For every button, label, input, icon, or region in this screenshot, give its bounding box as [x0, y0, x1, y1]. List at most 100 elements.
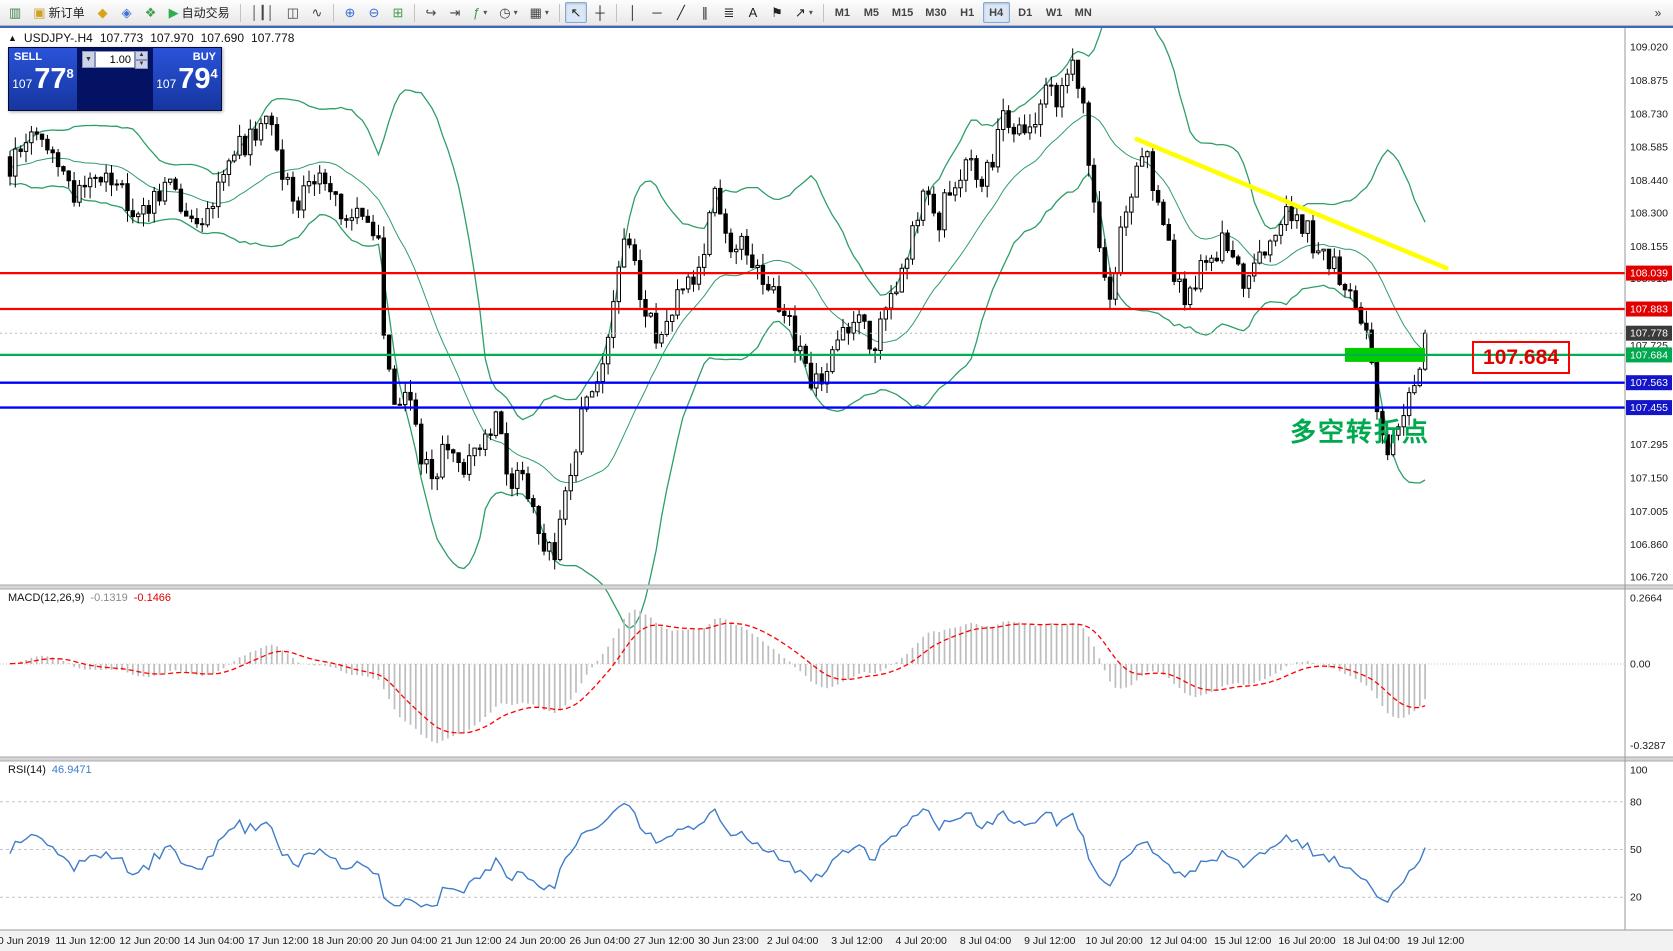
svg-text:12 Jun 20:00: 12 Jun 20:00 — [119, 935, 180, 947]
price-tag — [1626, 325, 1672, 341]
indicators-icon: ƒ — [473, 5, 481, 20]
crosshair-icon[interactable]: ┼ — [589, 2, 611, 23]
svg-text:50: 50 — [1630, 844, 1642, 856]
community-icon: ❖ — [144, 5, 157, 20]
label-icon[interactable]: ⚑ — [766, 2, 788, 23]
buy-button[interactable]: BUY 107 79 4 — [153, 48, 221, 110]
horizontal-line-icon[interactable]: ─ — [646, 2, 668, 23]
candlestick-chart-icon[interactable]: ◫ — [282, 2, 304, 23]
buy-price-point: 4 — [210, 66, 218, 81]
price-tag — [1626, 375, 1672, 391]
zoom-in-icon: ⊕ — [344, 5, 356, 20]
svg-text:12 Jul 04:00: 12 Jul 04:00 — [1150, 935, 1207, 947]
svg-text:19 Jul 12:00: 19 Jul 12:00 — [1407, 935, 1464, 947]
new-order-button[interactable]: ▣ 新订单 — [28, 2, 89, 23]
auto-scroll-icon[interactable]: ↪ — [420, 2, 442, 23]
tile-windows-icon: ⊞ — [392, 5, 404, 20]
trendline-icon: ╱ — [677, 5, 685, 20]
svg-text:108.039: 108.039 — [1630, 268, 1668, 280]
rsi-indicator — [0, 801, 1625, 908]
indicators-icon[interactable]: ƒ ▾ — [468, 2, 492, 23]
chart-shift-icon: ⇥ — [449, 5, 461, 20]
timeframe-w1-button[interactable]: W1 — [1045, 6, 1063, 19]
arrows-icon: ↗ — [794, 5, 806, 20]
zoom-in-icon[interactable]: ⊕ — [339, 2, 361, 23]
new-order-button-label: 新订单 — [48, 6, 85, 20]
community-icon[interactable]: ❖ — [140, 2, 162, 23]
templates-icon: ▦ — [529, 5, 542, 20]
buy-label: BUY — [192, 51, 216, 63]
timeframe-m15-button[interactable]: M15 — [891, 6, 914, 19]
arrows-icon[interactable]: ↗ ▾ — [790, 2, 818, 23]
fibonacci-icon[interactable]: ≣ — [718, 2, 740, 23]
volume-decrease-icon[interactable]: ▼ — [135, 60, 148, 69]
bar-chart-icon[interactable]: │┃│ — [246, 2, 280, 23]
crosshair-icon: ┼ — [595, 5, 605, 20]
volume-input[interactable] — [95, 51, 135, 68]
trendline-icon[interactable]: ╱ — [670, 2, 692, 23]
support-resistance-lines[interactable] — [0, 272, 1625, 409]
autotrading-button[interactable]: ▶ 自动交易 — [164, 2, 235, 23]
symbol-arrow-icon: ▲ — [8, 33, 17, 43]
line-chart-icon[interactable]: ∿ — [306, 2, 328, 23]
buy-price-figure: 107 — [156, 77, 177, 91]
timeframe-m1-button[interactable]: M1 — [834, 6, 850, 19]
ohlc-low: 107.690 — [200, 31, 245, 45]
cursor-icon[interactable]: ↖ — [564, 2, 587, 23]
macd-signal-value: -0.1466 — [133, 592, 172, 604]
panel-separator-macd[interactable] — [0, 585, 1673, 589]
trendline-object[interactable] — [1134, 136, 1449, 271]
timeframe-mn-button[interactable]: MN — [1074, 6, 1092, 19]
svg-text:3 Jul 12:00: 3 Jul 12:00 — [831, 935, 883, 947]
svg-text:107.684: 107.684 — [1630, 349, 1668, 361]
sell-button[interactable]: SELL 107 77 8 — [9, 48, 77, 110]
sell-price-figure: 107 — [12, 77, 33, 91]
tile-windows-icon[interactable]: ⊞ — [387, 2, 409, 23]
vertical-line-icon: │ — [628, 5, 637, 20]
candlestick-chart-icon: ◫ — [286, 5, 299, 20]
metaeditor-icon[interactable]: ◆ — [92, 2, 114, 23]
svg-text:8 Jul 04:00: 8 Jul 04:00 — [960, 935, 1012, 947]
text-icon[interactable]: A — [742, 2, 764, 23]
svg-text:108.730: 108.730 — [1630, 108, 1668, 120]
svg-text:107.455: 107.455 — [1630, 402, 1668, 414]
panel-separator-rsi[interactable] — [0, 757, 1673, 761]
timeframe-h4-button[interactable]: H4 — [982, 2, 1010, 23]
timeframe-h1-button[interactable]: H1 — [960, 6, 975, 19]
chart-shift-icon[interactable]: ⇥ — [444, 2, 466, 23]
toolbar-separator — [558, 3, 560, 22]
terminal-window-icon: ◈ — [121, 5, 132, 20]
templates-icon[interactable]: ▦ ▾ — [525, 2, 554, 23]
svg-text:27 Jun 12:00: 27 Jun 12:00 — [634, 935, 695, 947]
svg-text:20: 20 — [1630, 892, 1642, 904]
volume-dropdown-icon[interactable]: ▼ — [82, 51, 95, 68]
toolbar-separator — [239, 3, 241, 22]
cursor-icon: ↖ — [570, 5, 582, 20]
periods-icon[interactable]: ◷ ▾ — [494, 2, 522, 23]
svg-text:107.883: 107.883 — [1630, 304, 1668, 316]
auto-scroll-icon: ↪ — [425, 5, 437, 20]
toolbar-separator — [822, 3, 824, 22]
timeframe-m30-button[interactable]: M30 — [925, 6, 947, 19]
svg-text:16 Jul 20:00: 16 Jul 20:00 — [1278, 935, 1335, 947]
timeframe-m5-button[interactable]: M5 — [863, 6, 879, 19]
symbol-title: USDJPY-.H4 — [23, 31, 93, 45]
terminal-window-icon[interactable]: ◈ — [116, 2, 138, 23]
autotrading-button: ▶ — [168, 5, 179, 20]
channel-icon[interactable]: ∥ — [694, 2, 716, 23]
timeframe-d1-button[interactable]: D1 — [1018, 6, 1033, 19]
price-tag — [1626, 400, 1672, 416]
time-axis: 10 Jun 2019 11 Jun 12:00 12 Jun 20:00 14 Ju… — [0, 929, 1673, 951]
text-icon: A — [748, 5, 758, 20]
vertical-line-icon[interactable]: │ — [622, 2, 644, 23]
toolbar-overflow-icon[interactable]: » — [1654, 5, 1662, 20]
zoom-out-icon[interactable]: ⊖ — [363, 2, 385, 23]
new-chart-icon[interactable]: ▥ — [4, 2, 26, 23]
volume-increase-icon[interactable]: ▲ — [135, 51, 148, 60]
turning-point-annotation[interactable]: 多空转折点 — [1290, 417, 1431, 447]
channel-icon: ∥ — [701, 5, 709, 20]
price-callout-label[interactable]: 107.684 — [1472, 341, 1570, 374]
toolbar-separator — [333, 3, 334, 22]
main-toolbar: ▥ ▣ 新订单 ◆ ◈ ❖ ▶ 自动交易 │┃│ ◫ ∿ ⊕ ⊖ ⊞ ↪ ⇥ ƒ ▾ ◷ ▾ ▦ ▾ ↖ ┼ │ ─ ╱ ∥ ≣ A ⚑ ↗ ▾… — [0, 0, 1673, 26]
